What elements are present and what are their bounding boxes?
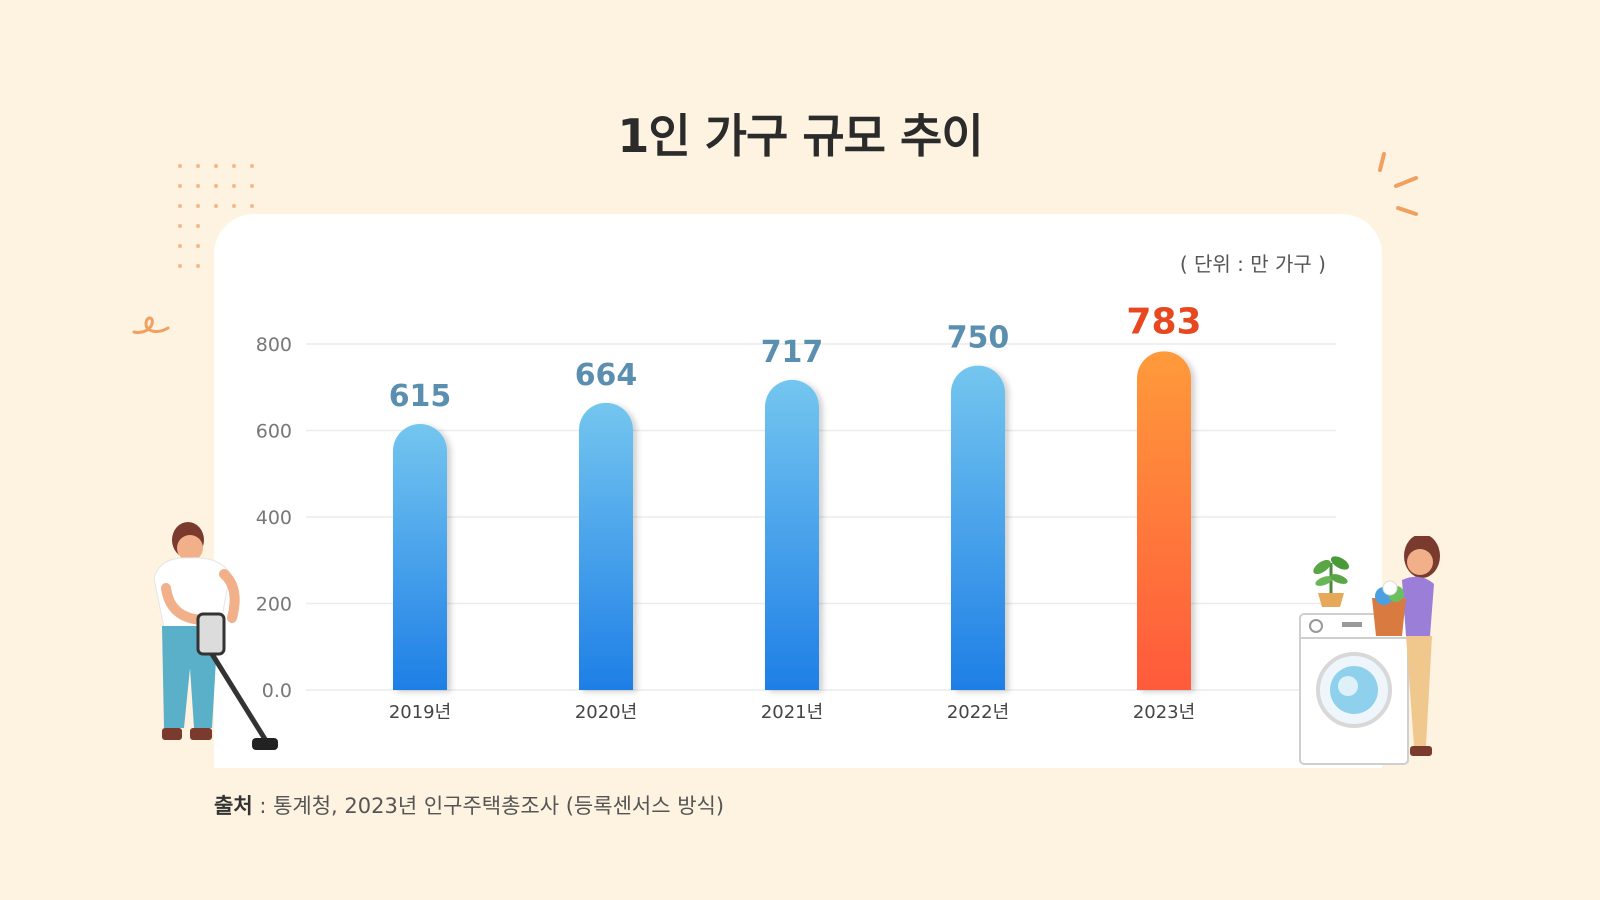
chart-title: 1인 가구 규모 추이 [617, 109, 983, 163]
source-text: : 통계청, 2023년 인구주택총조사 (등록센서스 방식) [252, 794, 725, 818]
bar-2022년 [951, 365, 1005, 690]
y-tick-label: 200 [256, 594, 292, 616]
bar-chart: 0.0 200 400 600 800 615 664 717 750 783 2019년 202… [256, 301, 1336, 723]
squiggle [132, 316, 170, 334]
washing-machine-illustration [1299, 613, 1409, 765]
value-label: 750 [947, 321, 1010, 356]
bar-2021년 [765, 379, 819, 690]
x-tick-label: 2019년 [389, 702, 451, 723]
value-label: 783 [1126, 301, 1201, 342]
value-label: 615 [389, 379, 452, 414]
person-laundry-illustration [1372, 536, 1440, 756]
x-tick-label: 2023년 [1133, 702, 1195, 723]
y-tick-label: 600 [256, 421, 292, 443]
bar-2020년 [579, 402, 633, 690]
plant-icon [1313, 556, 1350, 607]
bar-2019년 [393, 424, 447, 690]
sparkle-lines [1378, 152, 1418, 216]
dot-grid [178, 164, 254, 268]
source-prefix: 출처 [214, 794, 253, 818]
value-label: 664 [575, 358, 638, 393]
x-tick-label: 2020년 [575, 702, 637, 723]
x-tick-label: 2021년 [761, 702, 823, 723]
person-vacuum-illustration [153, 522, 278, 750]
x-tick-label: 2022년 [947, 702, 1009, 723]
y-tick-label: 0.0 [262, 680, 292, 702]
y-tick-label: 800 [256, 334, 292, 356]
bar-2023년 [1137, 351, 1191, 690]
value-label: 717 [761, 335, 824, 370]
y-tick-label: 400 [256, 507, 292, 529]
unit-label: ( 단위 : 만 가구 ) [1179, 252, 1326, 276]
source-note: 출처 : 통계청, 2023년 인구주택총조사 (등록센서스 방식) [214, 790, 724, 820]
